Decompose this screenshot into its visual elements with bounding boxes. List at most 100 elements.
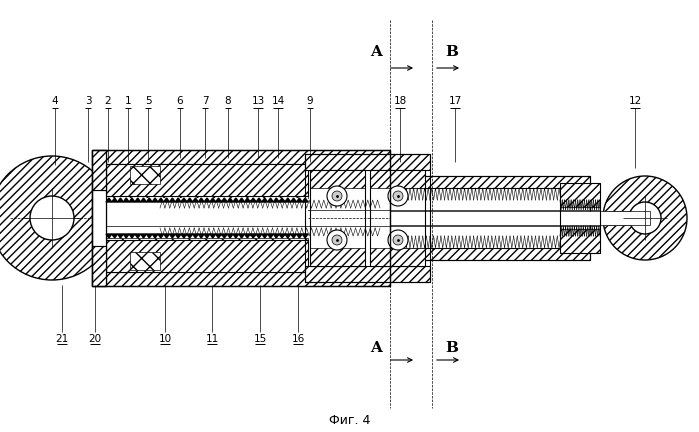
Polygon shape [187,234,192,238]
Circle shape [327,230,347,250]
Polygon shape [135,198,140,202]
Bar [92,150,106,190]
Text: 1: 1 [124,96,131,106]
Polygon shape [279,198,285,202]
Polygon shape [164,234,169,238]
Circle shape [30,196,74,240]
Polygon shape [291,198,296,202]
Polygon shape [296,234,302,238]
Text: 6: 6 [177,96,183,106]
Polygon shape [112,198,117,202]
Text: 8: 8 [224,96,231,106]
Polygon shape [302,198,308,202]
Bar [310,248,365,266]
Text: A: A [370,45,382,59]
Polygon shape [129,198,135,202]
Polygon shape [199,198,204,202]
Text: A: A [370,341,382,355]
Polygon shape [192,234,199,238]
Polygon shape [106,198,112,202]
Bar [92,272,390,286]
Polygon shape [175,234,181,238]
Polygon shape [279,234,285,238]
Polygon shape [135,234,140,238]
Polygon shape [262,234,268,238]
Polygon shape [146,234,152,238]
Bar [305,266,430,282]
Text: 4: 4 [52,96,58,106]
Bar [92,150,390,286]
Polygon shape [164,198,169,202]
Bar [390,176,590,188]
Circle shape [388,186,408,206]
Circle shape [393,235,403,245]
Polygon shape [187,198,192,202]
Polygon shape [158,198,164,202]
Polygon shape [216,234,222,238]
Polygon shape [117,198,123,202]
Polygon shape [268,198,273,202]
Text: B: B [445,341,459,355]
Polygon shape [158,234,164,238]
Polygon shape [250,198,256,202]
Polygon shape [291,234,296,238]
Bar [106,164,308,196]
Polygon shape [140,234,146,238]
Polygon shape [199,234,204,238]
Polygon shape [268,234,273,238]
Polygon shape [106,234,112,238]
Polygon shape [250,234,256,238]
Bar [106,240,308,272]
Bar [310,170,365,188]
Polygon shape [112,234,117,238]
Bar [390,211,650,225]
Bar [560,183,600,207]
Bar [310,170,365,266]
Polygon shape [129,234,135,238]
Bar [560,183,600,253]
Polygon shape [273,198,279,202]
Text: 10: 10 [159,334,171,344]
Polygon shape [181,234,187,238]
Bar [130,252,160,270]
Polygon shape [123,198,129,202]
Polygon shape [296,198,302,202]
Bar [106,240,308,272]
Circle shape [388,230,408,250]
Polygon shape [233,234,239,238]
Polygon shape [262,198,268,202]
Polygon shape [123,234,129,238]
Polygon shape [175,198,181,202]
Polygon shape [204,234,210,238]
Polygon shape [302,234,308,238]
Polygon shape [210,234,216,238]
Polygon shape [285,234,291,238]
Polygon shape [169,198,175,202]
Text: 2: 2 [105,96,111,106]
Bar [92,246,106,286]
Text: 16: 16 [291,334,305,344]
Polygon shape [273,234,279,238]
Text: 5: 5 [145,96,151,106]
Circle shape [327,186,347,206]
Bar [560,229,600,253]
Text: 20: 20 [89,334,101,344]
Circle shape [332,191,342,201]
Polygon shape [169,234,175,238]
Bar [305,154,430,282]
Bar [106,164,308,196]
Bar [390,248,590,260]
Bar [106,198,308,238]
Text: 9: 9 [307,96,313,106]
Polygon shape [245,198,250,202]
Bar [92,150,106,286]
Polygon shape [192,198,199,202]
Text: 15: 15 [253,334,266,344]
Text: 7: 7 [202,96,208,106]
Bar [92,150,106,286]
Circle shape [332,235,342,245]
Polygon shape [152,234,158,238]
Bar [92,190,106,246]
Polygon shape [256,234,262,238]
Bar [92,150,106,286]
